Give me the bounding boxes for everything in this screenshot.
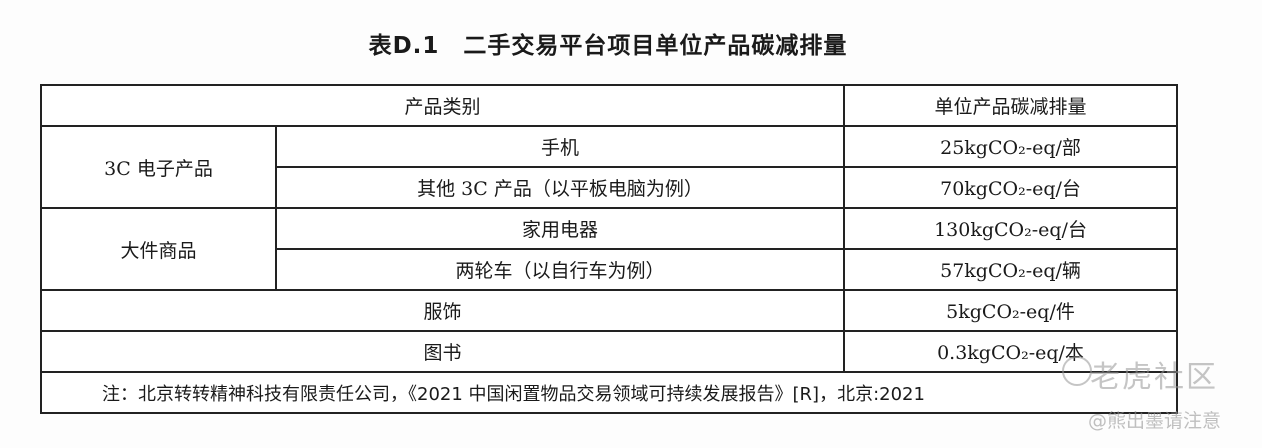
item-name: 其他 3C 产品（以平板电脑为例）	[274, 166, 846, 209]
item-name: 家用电器	[274, 207, 846, 250]
table-row: 服饰 5kgCO₂-eq/件	[39, 289, 1179, 332]
item-value: 25kgCO₂-eq/部	[843, 125, 1179, 168]
header-category: 产品类别	[39, 84, 846, 127]
item-name: 图书	[39, 330, 846, 373]
table-row: 大件商品 家用电器 130kgCO₂-eq/台	[40, 207, 1179, 291]
item-value: 5kgCO₂-eq/件	[843, 289, 1179, 332]
item-name: 两轮车（以自行车为例）	[274, 248, 846, 291]
item-value: 70kgCO₂-eq/台	[843, 166, 1179, 209]
table-header-row: 产品类别 单位产品碳减排量	[39, 84, 1179, 127]
header-reduction: 单位产品碳减排量	[843, 84, 1179, 127]
item-value: 57kgCO₂-eq/辆	[843, 248, 1179, 291]
table-row: 图书 0.3kgCO₂-eq/本	[39, 330, 1179, 373]
watermark-user: @熊出墨请注意	[1088, 410, 1222, 432]
group-name: 大件商品	[40, 207, 277, 291]
carbon-reduction-table: 产品类别 单位产品碳减排量 3C 电子产品 手机 25kgCO₂-eq/部 其他…	[39, 84, 1179, 414]
group-name: 3C 电子产品	[40, 125, 277, 209]
item-name: 服饰	[39, 289, 846, 332]
watermark-logo-icon	[1062, 356, 1092, 386]
item-value: 130kgCO₂-eq/台	[843, 207, 1179, 250]
table-row: 其他 3C 产品（以平板电脑为例） 70kgCO₂-eq/台	[41, 166, 1179, 209]
item-name: 手机	[274, 125, 846, 168]
source-note: 注：北京转转精神科技有限责任公司，《2021 中国闲置物品交易领域可持续发展报告…	[39, 371, 1179, 414]
watermark-brand: 老虎社区	[1090, 360, 1218, 395]
table-title: 表D.1 二手交易平台项目单位产品碳减排量	[368, 33, 848, 59]
item-value: 0.3kgCO₂-eq/本	[843, 330, 1179, 373]
table-row: 3C 电子产品 手机 25kgCO₂-eq/部	[40, 125, 1179, 209]
table-row: 两轮车（以自行车为例） 57kgCO₂-eq/辆	[41, 248, 1179, 291]
note-row: 注：北京转转精神科技有限责任公司，《2021 中国闲置物品交易领域可持续发展报告…	[39, 371, 1179, 414]
